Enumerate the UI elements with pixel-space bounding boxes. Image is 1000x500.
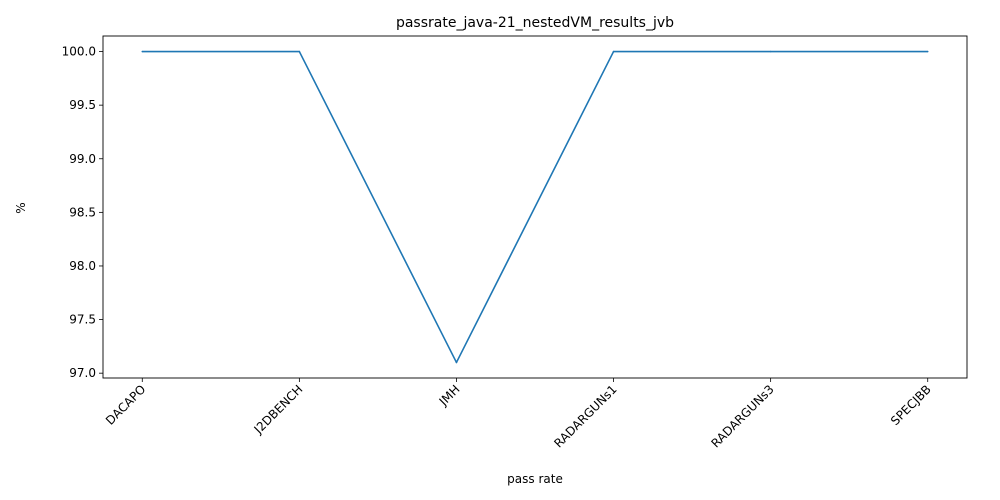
y-tick-label: 98.5: [69, 205, 96, 219]
x-tick-label: JMH: [436, 382, 463, 409]
data-point: [455, 361, 458, 364]
plot-frame: [102, 35, 968, 379]
chart-title: passrate_java-21_nestedVM_results_jvb: [396, 15, 674, 31]
x-tick-label: RADARGUNs3: [708, 382, 776, 450]
y-tick-label: 100.0: [62, 45, 96, 59]
plot-area: 97.0 97.5 98.0 98.5 99.0 99.5 100.0 DACAPO J2DBE…: [62, 35, 968, 451]
x-axis-title: pass rate: [507, 472, 563, 486]
data-point: [926, 50, 929, 53]
y-tick-label: 99.0: [69, 152, 96, 166]
y-tick-label: 99.5: [69, 98, 96, 112]
y-tick-label: 97.5: [69, 313, 96, 327]
data-point: [298, 50, 301, 53]
x-tick-label: J2DBENCH: [251, 382, 306, 437]
y-tick-label: 97.0: [69, 366, 96, 380]
data-point: [141, 50, 144, 53]
data-point: [769, 50, 772, 53]
x-tick-label: RADARGUNs1: [551, 382, 619, 450]
x-tick-label: SPECJBB: [888, 382, 934, 428]
y-tick-label: 98.0: [69, 259, 96, 273]
x-tick-label: DACAPO: [103, 382, 148, 427]
data-point: [612, 50, 615, 53]
series-line-0: [142, 50, 928, 364]
y-axis-title: %: [14, 202, 28, 213]
